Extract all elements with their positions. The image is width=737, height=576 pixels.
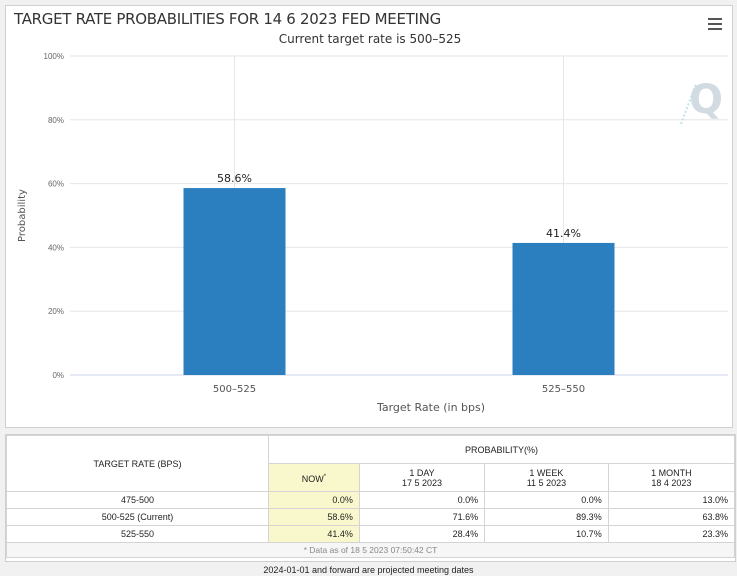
cell-1-week: 10.7% bbox=[484, 525, 609, 543]
y-tick-label: 60% bbox=[48, 180, 64, 189]
column-header-1-month-label: 1 MONTH bbox=[651, 467, 692, 478]
row-label: 500-525 (Current) bbox=[6, 508, 269, 526]
y-tick-label: 20% bbox=[48, 307, 64, 316]
cell-1-week: 89.3% bbox=[484, 508, 609, 526]
watermark-stroke-icon bbox=[680, 83, 697, 125]
target-rate-header: TARGET RATE (BPS) bbox=[6, 435, 269, 492]
y-tick-label: 100% bbox=[44, 52, 64, 61]
probability-table-panel: TARGET RATE (BPS) PROBABILITY(%) NOW* 1 … bbox=[5, 434, 736, 562]
chart-subtitle: Current target rate is 500–525 bbox=[278, 32, 462, 46]
row-label: 475-500 bbox=[6, 491, 269, 509]
cell-1-month: 13.0% bbox=[607, 491, 736, 509]
x-tick-label: 500–525 bbox=[213, 384, 256, 395]
projected-dates-note: 2024-01-01 and forward are projected mee… bbox=[263, 565, 474, 575]
data-label: 58.6% bbox=[217, 172, 252, 185]
column-header-1-week-date: 11 5 2023 bbox=[526, 477, 567, 488]
cell-1-day: 0.0% bbox=[358, 491, 486, 509]
cell-1-day: 28.4% bbox=[358, 525, 486, 543]
watermark-logo-icon: Q bbox=[689, 77, 723, 123]
footnote-row: * Data as of 18 5 2023 07:50:42 CT bbox=[6, 542, 735, 558]
y-axis-title: Probability bbox=[17, 189, 28, 242]
cell-1-week: 0.0% bbox=[484, 491, 609, 509]
x-axis-title: Target Rate (in bps) bbox=[376, 401, 485, 414]
row-label: 525-550 bbox=[6, 525, 269, 543]
cell-now: 0.0% bbox=[268, 491, 360, 509]
probability-table: TARGET RATE (BPS) PROBABILITY(%) NOW* 1 … bbox=[6, 435, 736, 558]
cell-1-day: 71.6% bbox=[358, 508, 486, 526]
column-header-1-week: 1 WEEK 11 5 2023 bbox=[484, 463, 609, 492]
column-header-1-day-label: 1 DAY bbox=[409, 467, 435, 478]
x-tick-label: 525–550 bbox=[542, 384, 585, 395]
column-header-now-label: NOW bbox=[301, 473, 324, 484]
table-row: 525-550 41.4% 28.4% 10.7% 23.3% bbox=[6, 525, 736, 543]
column-header-now: NOW* bbox=[268, 463, 360, 492]
data-timestamp-footnote: * Data as of 18 5 2023 07:50:42 CT bbox=[6, 542, 735, 558]
table-row: 475-500 0.0% 0.0% 0.0% 13.0% bbox=[6, 491, 736, 509]
cell-now: 41.4% bbox=[268, 525, 360, 543]
column-header-now-sup: * bbox=[323, 473, 327, 480]
column-header-1-month: 1 MONTH 18 4 2023 bbox=[607, 463, 736, 492]
hamburger-menu-icon[interactable] bbox=[708, 18, 722, 30]
y-tick-label: 40% bbox=[48, 243, 64, 252]
bar bbox=[512, 242, 615, 375]
cell-now: 58.6% bbox=[268, 508, 360, 526]
chart-panel: TARGET RATE PROBABILITIES FOR 14 6 2023 … bbox=[5, 5, 733, 428]
bar-chart: 0% 20% 40% 60% 80% 100% 58.6% 500–525 41.4% 525–5… bbox=[17, 52, 728, 414]
table-row: 500-525 (Current) 58.6% 71.6% 89.3% 63.8… bbox=[6, 508, 736, 526]
column-header-1-week-label: 1 WEEK bbox=[529, 467, 564, 478]
column-header-1-month-date: 18 4 2023 bbox=[651, 477, 692, 488]
column-header-1-day: 1 DAY 17 5 2023 bbox=[358, 463, 486, 492]
cell-1-month: 23.3% bbox=[607, 525, 736, 543]
bar bbox=[183, 188, 286, 375]
y-tick-label: 80% bbox=[48, 116, 64, 125]
column-header-1-day-date: 17 5 2023 bbox=[401, 477, 443, 488]
probability-header: PROBABILITY(%) bbox=[268, 435, 735, 464]
data-label: 41.4% bbox=[546, 227, 581, 240]
cell-1-month: 63.8% bbox=[607, 508, 736, 526]
chart-title: TARGET RATE PROBABILITIES FOR 14 6 2023 … bbox=[14, 10, 441, 28]
y-tick-label: 0% bbox=[52, 371, 64, 380]
